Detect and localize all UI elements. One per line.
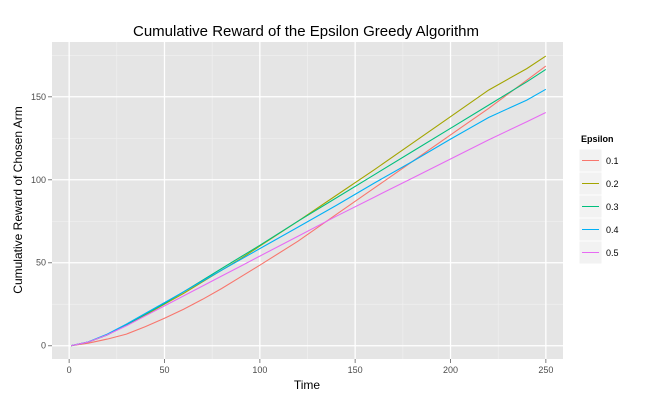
y-axis: 0 50 100 150 [31,92,52,351]
legend-label: 0.5 [606,248,619,258]
legend: Epsilon 0.1 0.2 0.3 0.4 0.5 [578,134,619,265]
x-tick-label: 250 [538,365,553,375]
series-line-0-4 [70,88,547,347]
series-line-0-1 [71,65,547,347]
x-tick-label: 50 [159,365,169,375]
x-axis: 0 50 100 150 200 250 [67,359,553,375]
series-group [70,55,547,347]
x-tick-label: 150 [348,365,363,375]
chart-title: Cumulative Reward of the Epsilon Greedy … [133,23,479,40]
y-tick-label: 150 [31,92,46,102]
legend-label: 0.1 [606,156,619,166]
x-tick-label: 0 [67,365,72,375]
y-axis-title: Cumulative Reward of Chosen Arm [11,106,25,293]
x-tick-label: 200 [443,365,458,375]
series-line-0-5 [70,112,547,347]
y-tick-label: 50 [36,258,46,268]
legend-label: 0.4 [606,225,619,235]
y-tick-label: 100 [31,175,46,185]
series-line-0-3 [70,68,547,347]
y-tick-label: 0 [41,341,46,351]
legend-label: 0.2 [606,179,619,189]
x-tick-label: 100 [252,365,267,375]
x-axis-title: Time [294,378,321,392]
legend-label: 0.3 [606,202,619,212]
legend-title: Epsilon [581,134,614,144]
